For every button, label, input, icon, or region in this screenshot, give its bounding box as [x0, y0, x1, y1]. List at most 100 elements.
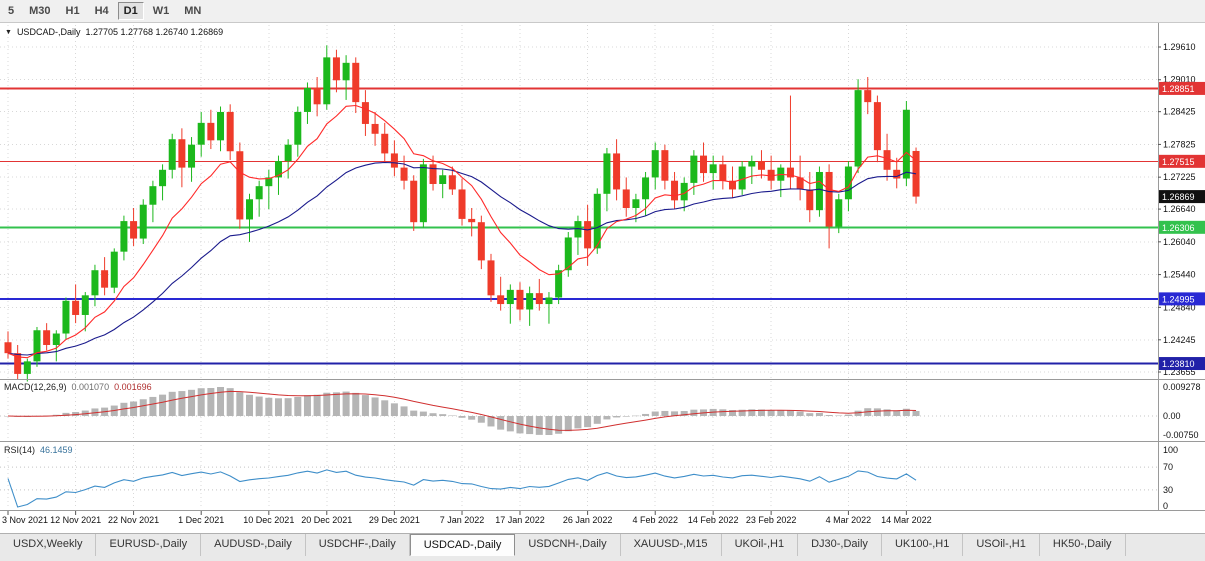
chart-window: 1.29610 1.29010 1.28425 1.27825 1.27225 1.266…	[0, 23, 1205, 533]
price-axis-label: 1.24840	[1163, 302, 1196, 312]
timeframe-button-m30[interactable]: M30	[23, 2, 56, 20]
macd-histogram-bar	[149, 396, 157, 417]
macd-histogram-bar	[719, 409, 727, 417]
price-axis[interactable]	[1158, 23, 1205, 511]
price-tag-label: 1.28851	[1162, 84, 1195, 94]
bull-candle	[632, 199, 640, 208]
bear-candle	[371, 123, 379, 134]
macd-histogram-bar	[873, 408, 881, 417]
timeframe-button-w1[interactable]: W1	[147, 2, 176, 20]
bull-candle	[265, 177, 273, 187]
bull-candle	[902, 109, 910, 179]
chart-tab-usdcad-daily[interactable]: USDCAD-,Daily	[409, 534, 516, 556]
date-axis-label: 14 Feb 2022	[688, 515, 739, 525]
bear-candle	[786, 167, 794, 178]
bull-candle	[197, 122, 205, 145]
bull-candle	[23, 361, 31, 374]
timeframe-button-mn[interactable]: MN	[178, 2, 207, 20]
bear-candle	[873, 102, 881, 151]
bull-candle	[149, 186, 157, 205]
chart-tab-audusd-daily[interactable]: AUDUSD-,Daily	[201, 534, 306, 556]
macd-histogram-bar	[526, 416, 534, 435]
macd-histogram-bar	[197, 388, 205, 417]
bear-candle	[390, 153, 398, 168]
bull-candle	[439, 175, 447, 184]
window-menu-icon[interactable]: ▼	[5, 28, 12, 36]
macd-main-value: 0.001070	[71, 382, 110, 392]
chart-ohlc-values: 1.27705 1.27768 1.26740 1.26869	[85, 27, 224, 37]
timeframe-button-h4[interactable]: H4	[89, 2, 115, 20]
chart-tab-xauusd-m15[interactable]: XAUUSD-,M15	[621, 534, 722, 556]
price-axis-label: 1.25440	[1163, 270, 1196, 280]
macd-histogram-bar	[207, 388, 215, 417]
bull-candle	[593, 193, 601, 249]
bear-candle	[613, 153, 621, 190]
bear-candle	[729, 180, 736, 190]
bull-candle	[690, 155, 698, 183]
timeframe-button-5[interactable]: 5	[2, 2, 20, 20]
macd-histogram-bar	[246, 394, 253, 417]
macd-histogram-bar	[729, 410, 736, 417]
macd-histogram-bar	[535, 416, 543, 435]
bear-candle	[101, 270, 109, 288]
time-axis[interactable]	[0, 511, 1158, 533]
date-axis-label: 17 Jan 2022	[495, 515, 545, 525]
macd-histogram-bar	[603, 416, 611, 420]
price-tag-label: 1.27515	[1162, 157, 1195, 167]
price-axis-label: 1.27825	[1163, 139, 1196, 149]
chart-tab-hk50-daily[interactable]: HK50-,Daily	[1040, 534, 1126, 556]
macd-histogram-bar	[410, 410, 418, 417]
bull-candle	[564, 237, 572, 271]
macd-histogram-bar	[468, 416, 476, 420]
timeframe-button-h1[interactable]: H1	[60, 2, 86, 20]
bear-candle	[43, 330, 51, 345]
bull-candle	[651, 150, 659, 178]
bear-candle	[487, 260, 495, 296]
timeframe-button-d1[interactable]: D1	[117, 2, 144, 20]
chart-tab-usdcnh-daily[interactable]: USDCNH-,Daily	[515, 534, 621, 556]
macd-histogram-bar	[854, 410, 862, 417]
bull-candle	[342, 62, 350, 81]
bull-candle	[506, 289, 514, 305]
bull-candle	[545, 297, 553, 305]
bear-candle	[381, 133, 389, 154]
chart-tab-ukoil-h1[interactable]: UKOil-,H1	[722, 534, 799, 556]
macd-histogram-bar	[226, 388, 234, 417]
chart-canvas[interactable]: 1.29610 1.29010 1.28425 1.27825 1.27225 1.266…	[0, 23, 1205, 533]
bear-candle	[313, 87, 321, 105]
date-axis-label: 26 Jan 2022	[563, 515, 613, 525]
price-axis-label: 1.28425	[1163, 107, 1196, 117]
bear-candle	[207, 122, 215, 141]
bear-candle	[497, 295, 505, 305]
bull-candle	[294, 111, 302, 145]
bear-candle	[352, 62, 360, 103]
macd-histogram-bar	[371, 397, 379, 417]
macd-histogram-bar	[139, 399, 147, 417]
macd-histogram-bar	[844, 414, 852, 417]
chart-tab-usdchf-daily[interactable]: USDCHF-,Daily	[306, 534, 410, 556]
macd-histogram-bar	[168, 391, 176, 417]
chart-tab-usoil-h1[interactable]: USOil-,H1	[963, 534, 1040, 556]
macd-histogram-bar	[81, 410, 89, 417]
macd-histogram-bar	[303, 395, 311, 417]
macd-histogram-bar	[825, 415, 833, 417]
macd-histogram-bar	[217, 387, 225, 417]
date-axis-label: 4 Feb 2022	[632, 515, 678, 525]
macd-name: MACD(12,26,9)	[4, 382, 67, 392]
chart-tab-usdx-weekly[interactable]: USDX,Weekly	[0, 534, 97, 556]
bear-candle	[864, 90, 872, 103]
price-tag-label: 1.23810	[1162, 359, 1195, 369]
bear-candle	[448, 175, 456, 190]
chart-tab-dj30-daily[interactable]: DJ30-,Daily	[798, 534, 882, 556]
macd-histogram-bar	[188, 389, 196, 417]
chart-tab-uk100-h1[interactable]: UK100-,H1	[882, 534, 964, 556]
macd-histogram-bar	[458, 416, 466, 418]
chart-tab-eurusd-daily[interactable]: EURUSD-,Daily	[96, 534, 202, 556]
macd-histogram-bar	[777, 410, 785, 417]
bull-candle	[52, 333, 60, 345]
bull-candle	[91, 270, 99, 296]
price-tag	[1159, 357, 1205, 371]
bull-candle	[62, 300, 70, 334]
rsi-line	[7, 469, 917, 508]
bull-candle	[603, 153, 611, 194]
